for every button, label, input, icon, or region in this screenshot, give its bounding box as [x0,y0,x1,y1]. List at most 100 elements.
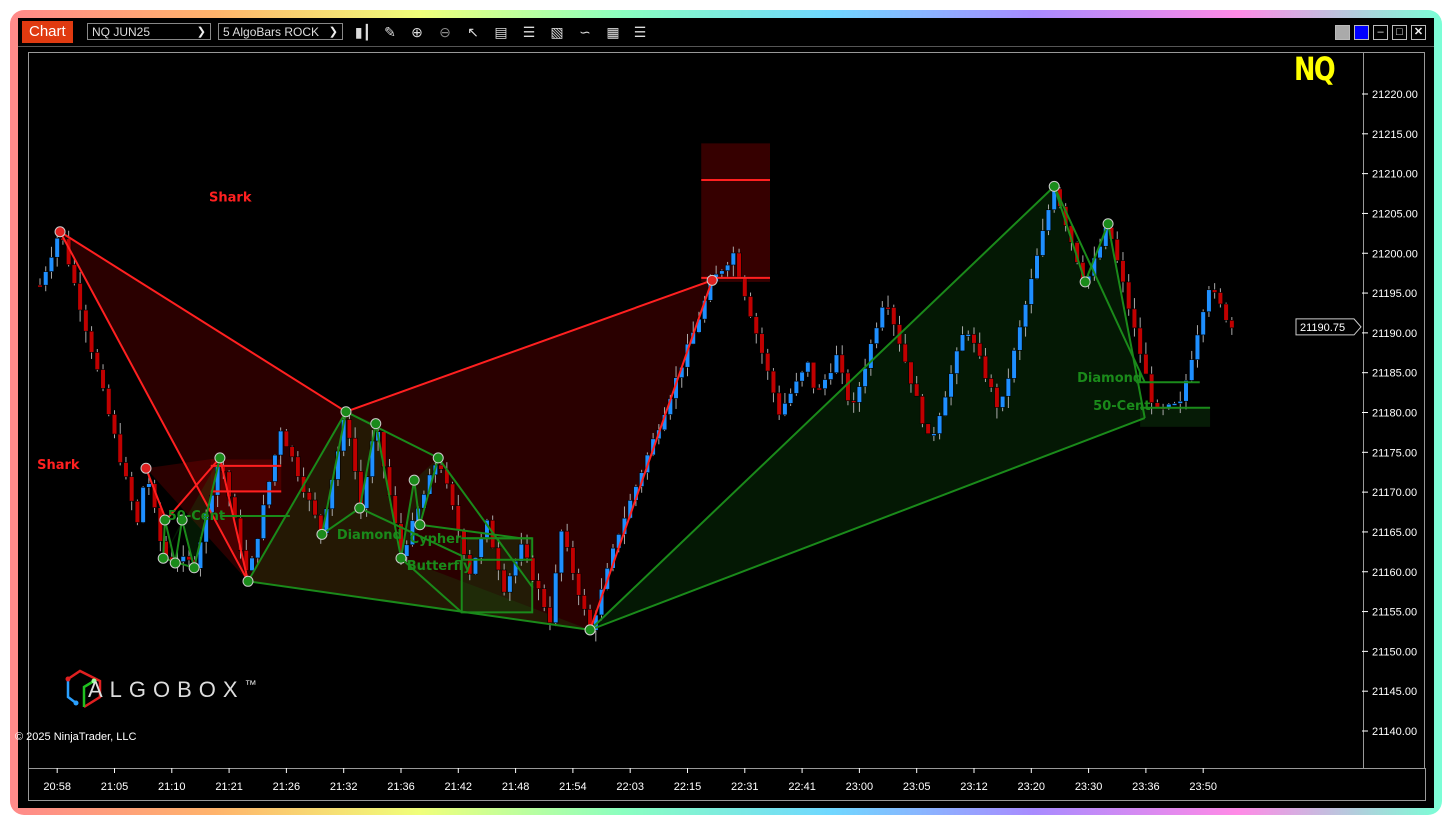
pattern-leg-line [163,519,177,564]
close-button[interactable]: ✕ [1411,25,1426,40]
y-tick-label: 21165.00 [1372,527,1417,539]
up-candle [873,327,880,344]
down-candle [765,352,771,372]
chart-style-icon[interactable]: ▮┃ [354,24,372,40]
down-candle [810,361,817,389]
up-candle [1011,349,1017,379]
up-candle [948,373,954,398]
up-candle [266,481,272,506]
indicators-icon[interactable]: ∽ [579,24,591,40]
down-candle [232,496,238,519]
pattern-leg-line [59,230,347,413]
down-candle [1154,402,1160,408]
down-candle [541,588,547,608]
down-candle [839,354,845,374]
pattern-pivot-dot [214,452,226,464]
pattern-pivot-dot [414,519,426,531]
x-tick-label: 22:03 [616,781,644,793]
up-candle [1017,326,1023,351]
up-candle [180,556,186,562]
chart-window: Chart NQ JUN25 ❯ 5 AlgoBars ROCK ❯ ▮┃ ✎ … [18,18,1434,808]
up-candle [828,372,834,380]
pattern-leg-line [1107,223,1146,419]
up-candle [959,334,966,352]
down-candle [524,543,530,559]
x-tick-label: 21:26 [273,781,301,793]
logo-tm: ™ [244,677,257,692]
up-candle [856,386,862,403]
up-candle [942,396,948,417]
down-candle [919,395,926,425]
down-candle [891,307,897,325]
bar-type-selector[interactable]: 5 AlgoBars ROCK ❯ [218,23,343,40]
up-candle [724,264,731,272]
pattern-leg-line [437,457,534,589]
up-candle [719,270,725,275]
down-candle [455,505,461,531]
pattern-pivot-dot [354,502,366,514]
instrument-selector[interactable]: NQ JUN25 ❯ [87,23,211,40]
logo-text: ALGOBOX [88,677,245,702]
pattern-leg-line [413,480,421,525]
bar-marker-icon[interactable]: ☰ [522,24,536,40]
x-tick-label: 23:30 [1075,781,1103,793]
data-box-icon[interactable]: ▤ [494,24,508,40]
pattern-label: 50-Cent [1093,399,1150,414]
harmonic-pattern-lines: Shark Shark 50-Cent Diamond Cypher Butterfly D… [37,178,1211,636]
down-candle [312,499,318,516]
down-candle [100,369,106,389]
down-candle [736,252,742,278]
y-tick-label: 21155.00 [1372,607,1417,619]
blue-color-button[interactable] [1354,25,1369,40]
last-price-tag [1295,318,1362,336]
pointer-icon[interactable]: ↖ [467,24,479,40]
instrument-value: NQ JUN25 [92,25,151,39]
maximize-button[interactable]: □ [1392,25,1407,40]
up-candle [1177,400,1183,404]
zoom-out-icon[interactable]: ⊖ [439,24,451,40]
pattern-leg-line [589,185,1055,631]
down-candle [1229,320,1235,329]
up-candle [931,433,937,436]
zoom-in-icon[interactable]: ⊕ [411,24,423,40]
properties-list-icon[interactable]: ☰ [633,24,647,40]
strategies-icon[interactable]: ▦ [606,24,620,40]
x-tick-label: 23:05 [903,781,931,793]
x-tick-label: 23:50 [1189,781,1217,793]
up-candle [793,380,799,394]
down-candle [977,342,983,357]
price-panel[interactable] [28,52,1364,769]
down-candle [982,355,989,379]
pattern-leg-line [1084,223,1110,283]
minimize-button[interactable]: – [1373,25,1388,40]
pattern-pivot-dot [1102,218,1114,230]
down-candle [902,343,908,363]
down-candle [1114,238,1120,261]
pattern-leg-line [358,423,377,509]
up-candle [518,543,524,562]
up-candle [833,354,840,374]
y-tick-label: 21195.00 [1372,288,1417,300]
pattern-leg-line [374,423,402,559]
chart-trader-icon[interactable]: ▧ [550,24,564,40]
pattern-pivot-dot [584,624,596,636]
pattern-leg-line [320,411,347,535]
down-candle [111,414,118,435]
time-axis[interactable] [28,768,1426,801]
x-tick-label: 21:10 [158,781,186,793]
price-axis[interactable] [1362,52,1425,769]
grey-color-button[interactable] [1335,25,1350,40]
up-candle [1028,278,1034,305]
y-tick-label: 21185.00 [1372,368,1417,380]
pattern-leg-line [59,231,249,582]
y-tick-label: 21150.00 [1372,646,1417,658]
down-candle [295,456,301,477]
y-tick-label: 21205.00 [1372,208,1418,220]
drawing-tools-icon[interactable]: ✎ [384,24,396,40]
y-tick-label: 21140.00 [1372,726,1417,738]
pattern-pivot-dot [1048,180,1060,192]
down-candle [1137,327,1143,355]
pattern-leg-line [418,457,440,526]
down-candle [77,283,83,311]
chart-tab[interactable]: Chart [22,21,73,43]
